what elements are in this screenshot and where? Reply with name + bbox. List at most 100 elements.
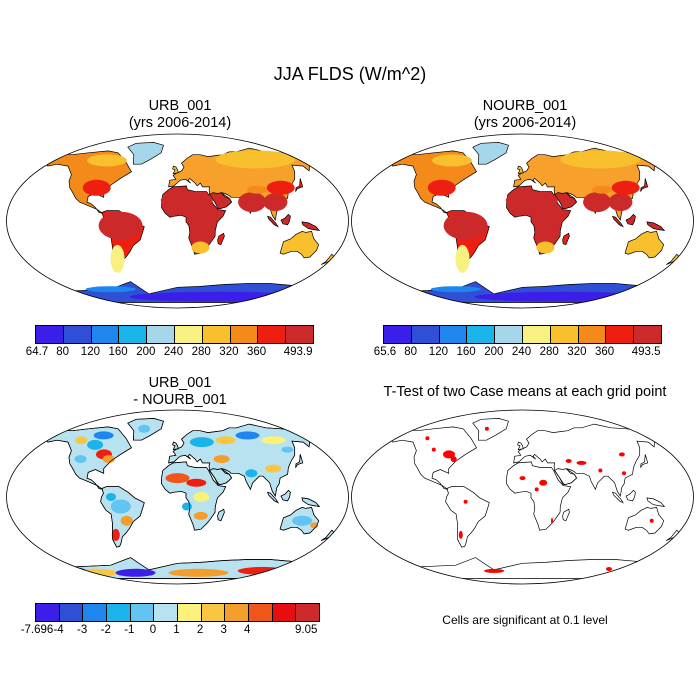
diff-anomaly-cell xyxy=(235,431,260,440)
region-antarctic-coast xyxy=(430,286,481,293)
diff-anomaly-cell xyxy=(215,436,236,445)
coastline-northamerica xyxy=(388,426,477,490)
diff-anomaly-cell xyxy=(93,431,114,440)
region-south-cool xyxy=(110,244,125,273)
colorbar-urb-swatch xyxy=(119,326,148,343)
diff-anomaly-cell xyxy=(106,493,116,501)
colorbar-nourb-swatch xyxy=(384,326,412,343)
significant-cell xyxy=(598,468,603,473)
panel-title-diff-line2: - NOURB_001 xyxy=(133,392,227,408)
continent-australia xyxy=(624,231,665,259)
continent-newzealand xyxy=(666,253,682,265)
colorbar-urb-tick-label: 280 xyxy=(191,346,211,358)
region-india-hot xyxy=(238,192,267,213)
coastline-eurasia xyxy=(168,423,318,498)
colorbar-nourb-swatch xyxy=(550,326,579,343)
coastline-uk xyxy=(517,441,524,451)
colorbar-urb-tick-label: 320 xyxy=(219,346,239,358)
colorbar-nourb-swatch xyxy=(522,326,551,343)
coastline-arabia xyxy=(554,468,578,486)
map-frame xyxy=(6,409,349,585)
colorbar-nourb-tick-label: 493.5 xyxy=(631,346,661,358)
colorbar-urb-swatch xyxy=(91,326,120,343)
diff-anomaly-cell xyxy=(165,473,190,484)
significant-cell xyxy=(463,499,468,504)
colorbar-diff-tick-label: 2 xyxy=(196,624,204,636)
significant-cell xyxy=(431,447,436,452)
coastline-arabia xyxy=(209,468,233,486)
diff-anomaly-cell xyxy=(110,499,131,514)
continent-uk xyxy=(172,165,179,175)
coastline-sumatra xyxy=(267,491,279,504)
colorbar-urb-swatch xyxy=(202,326,231,343)
colorbar-diff-swatch xyxy=(178,604,202,621)
continent-madagascar xyxy=(217,232,225,246)
colorbar-nourb-tick-label: 200 xyxy=(484,346,504,358)
region-tropics-warm xyxy=(443,211,488,240)
significant-cell xyxy=(606,567,612,571)
colorbar-diff-tick-label: -1 xyxy=(124,624,135,636)
significant-cell xyxy=(551,517,553,524)
diff-anomaly-cell xyxy=(265,464,282,473)
region-siberia-cool xyxy=(215,150,296,169)
colorbar-nourb-swatch xyxy=(606,326,635,343)
diff-anomaly-cell xyxy=(213,455,230,464)
region-southafrica xyxy=(536,241,555,254)
coastline-southamerica xyxy=(100,486,145,548)
colorbar-nourb xyxy=(383,325,662,344)
region-antarctic-interior xyxy=(129,291,310,302)
continent-sumatra xyxy=(612,215,624,228)
continent-uk xyxy=(517,165,524,175)
significant-cell xyxy=(443,450,455,459)
coastline-sumatra xyxy=(612,491,624,504)
continent-borneo xyxy=(625,213,636,226)
region-siberia-cool xyxy=(560,150,641,169)
colorbar-urb-swatch xyxy=(230,326,259,343)
diff-anomaly-cell xyxy=(193,492,210,502)
coastline-australia xyxy=(624,507,665,535)
diff-anomaly-cell xyxy=(120,515,133,526)
significant-cell xyxy=(576,460,587,465)
significant-cell xyxy=(484,568,505,573)
colorbar-diff-tick-label: 3 xyxy=(220,624,227,636)
region-tibet xyxy=(592,185,612,194)
significant-cell xyxy=(539,479,548,486)
map-ttest xyxy=(351,409,694,585)
region-india-hot xyxy=(583,192,612,213)
panel-title-nourb-line2: (yrs 2006-2014) xyxy=(473,115,577,131)
coastline-madagascar xyxy=(562,508,570,522)
coastline-uk xyxy=(172,441,179,451)
significant-cell xyxy=(565,459,572,463)
panel-title-nourb-line1: NOURB_001 xyxy=(482,98,568,114)
colorbar-diff-tick-label: 4 xyxy=(244,624,251,636)
diff-anomaly-cell xyxy=(56,566,86,575)
continent-borneo xyxy=(280,213,291,226)
colorbar-diff-tick-label: 0 xyxy=(149,624,157,636)
region-eastasia xyxy=(611,180,640,195)
coastline-greenland xyxy=(472,418,509,441)
diff-anomaly-cell xyxy=(292,515,313,526)
coastline-borneo xyxy=(280,489,291,502)
diff-anomaly-cell xyxy=(245,469,258,478)
colorbar-nourb-tick-label: 160 xyxy=(456,346,476,358)
diff-anomaly-cell xyxy=(138,424,151,433)
colorbar-nourb-swatch xyxy=(578,326,607,343)
region-southafrica xyxy=(191,241,210,254)
colorbar-urb xyxy=(35,325,314,344)
colorbar-diff-tick-label: -7.696 xyxy=(20,624,54,636)
diff-anomaly-cell xyxy=(75,436,88,445)
coastline-borneo xyxy=(625,489,636,502)
region-us-hot xyxy=(427,179,456,196)
diff-anomaly-cell xyxy=(186,478,207,487)
continent-sumatra xyxy=(267,491,279,504)
colorbar-nourb-tick-label: 65.6 xyxy=(373,346,397,358)
panel-title-ttest: T-Test of two Case means at each grid po… xyxy=(383,384,667,400)
map-urb xyxy=(6,133,349,309)
panel-title-diff-line1: URB_001 xyxy=(148,375,212,391)
coastline-greenland xyxy=(127,418,164,441)
region-tibet xyxy=(247,185,267,194)
diff-anomaly-cell xyxy=(189,437,214,448)
panel-title-nourb: NOURB_001 (yrs 2006-2014) xyxy=(390,98,660,132)
region-eastasia xyxy=(266,180,295,195)
map-nourb xyxy=(351,133,694,309)
